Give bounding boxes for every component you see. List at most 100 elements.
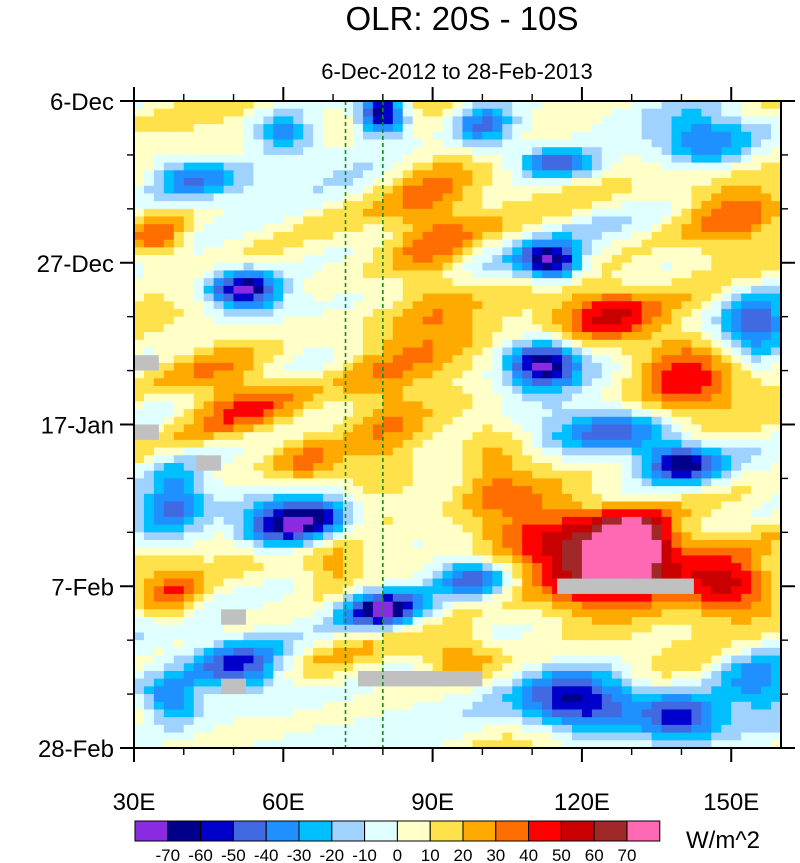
heatmap-cell xyxy=(512,170,523,179)
heatmap-cell xyxy=(502,193,513,202)
heatmap-cell xyxy=(432,193,444,202)
heatmap-cell xyxy=(343,316,354,325)
heatmap-cell xyxy=(362,432,374,441)
heatmap-cell xyxy=(482,301,493,310)
heatmap-cell xyxy=(163,401,175,410)
heatmap-cell xyxy=(681,486,693,495)
heatmap-cell xyxy=(193,617,205,626)
heatmap-cell xyxy=(203,663,215,672)
heatmap-cell xyxy=(213,247,225,256)
heatmap-cell xyxy=(741,293,752,302)
heatmap-cell xyxy=(721,632,732,641)
heatmap-cell xyxy=(183,486,195,495)
heatmap-cell xyxy=(641,139,653,148)
heatmap-cell xyxy=(751,493,762,503)
heatmap-cell xyxy=(243,578,255,587)
heatmap-cell xyxy=(601,601,613,610)
heatmap-cell xyxy=(591,270,603,279)
heatmap-cell xyxy=(273,493,284,503)
heatmap-cell xyxy=(492,640,503,649)
heatmap-cell xyxy=(223,393,235,402)
heatmap-cell xyxy=(502,493,513,503)
heatmap-cell xyxy=(681,224,693,233)
heatmap-cell xyxy=(253,101,264,110)
heatmap-cell xyxy=(462,270,474,279)
heatmap-cell xyxy=(631,316,643,325)
heatmap-cell xyxy=(343,139,354,148)
heatmap-cell xyxy=(522,509,533,518)
heatmap-cell xyxy=(432,516,444,526)
heatmap-cell xyxy=(581,617,593,626)
heatmap-cell xyxy=(771,509,781,518)
heatmap-cell xyxy=(263,370,274,379)
heatmap-cell xyxy=(273,193,284,202)
heatmap-cell xyxy=(402,601,414,610)
heatmap-cell xyxy=(711,193,722,202)
heatmap-cell xyxy=(343,655,354,664)
heatmap-cell xyxy=(711,578,722,587)
heatmap-cell xyxy=(532,170,543,179)
heatmap-cell xyxy=(492,463,503,472)
heatmap-cell xyxy=(462,593,474,603)
heatmap-cell xyxy=(641,185,653,195)
heatmap-cell xyxy=(522,563,533,572)
heatmap-cell xyxy=(372,416,384,426)
heatmap-cell xyxy=(711,255,722,264)
heatmap-cell xyxy=(611,308,623,318)
heatmap-cell xyxy=(412,555,424,564)
heatmap-cell xyxy=(392,347,404,356)
heatmap-cell xyxy=(751,285,762,295)
heatmap-cell xyxy=(372,586,384,595)
heatmap-cell xyxy=(462,385,474,395)
heatmap-cell xyxy=(323,455,334,464)
heatmap-cell xyxy=(562,540,573,549)
heatmap-cell xyxy=(392,655,404,664)
heatmap-cell xyxy=(542,609,553,618)
heatmap-cell xyxy=(721,154,732,164)
heatmap-cell xyxy=(522,424,533,433)
heatmap-cell xyxy=(751,447,762,456)
heatmap-cell xyxy=(542,247,553,256)
heatmap-cell xyxy=(163,316,175,325)
heatmap-cell xyxy=(701,285,712,295)
heatmap-cell xyxy=(352,316,364,325)
heatmap-cell xyxy=(422,378,434,387)
heatmap-cell xyxy=(392,509,404,518)
heatmap-cell xyxy=(721,540,732,549)
heatmap-cell xyxy=(581,308,593,318)
heatmap-cell xyxy=(193,447,205,456)
heatmap-cell xyxy=(333,439,344,449)
heatmap-cell xyxy=(153,686,165,695)
heatmap-cell xyxy=(173,370,185,379)
heatmap-cell xyxy=(751,409,762,418)
heatmap-cell xyxy=(532,231,543,241)
heatmap-cell xyxy=(143,570,155,580)
heatmap-cell xyxy=(701,601,712,610)
heatmap-cell xyxy=(183,255,195,264)
heatmap-cell xyxy=(143,509,155,518)
heatmap-cell xyxy=(691,640,702,649)
heatmap-cell xyxy=(741,285,752,295)
heatmap-cell xyxy=(681,347,693,356)
heatmap-cell xyxy=(392,139,404,148)
heatmap-cell xyxy=(432,424,444,433)
heatmap-cell xyxy=(193,116,205,125)
heatmap-cell xyxy=(721,617,732,626)
heatmap-cell xyxy=(581,332,593,341)
heatmap-cell xyxy=(153,270,165,279)
heatmap-cell xyxy=(333,486,344,495)
heatmap-cell xyxy=(581,455,593,464)
heatmap-cell xyxy=(571,447,583,456)
heatmap-cell xyxy=(323,178,334,187)
heatmap-cell xyxy=(193,308,205,318)
heatmap-cell xyxy=(362,385,374,395)
heatmap-cell xyxy=(203,355,215,364)
heatmap-cell xyxy=(233,493,245,503)
heatmap-cell xyxy=(771,455,781,464)
heatmap-cell xyxy=(412,355,424,364)
heatmap-cell xyxy=(253,270,264,279)
heatmap-cell xyxy=(741,663,752,672)
heatmap-cell xyxy=(243,308,255,318)
heatmap-cell xyxy=(761,632,772,641)
heatmap-cell xyxy=(193,385,205,395)
